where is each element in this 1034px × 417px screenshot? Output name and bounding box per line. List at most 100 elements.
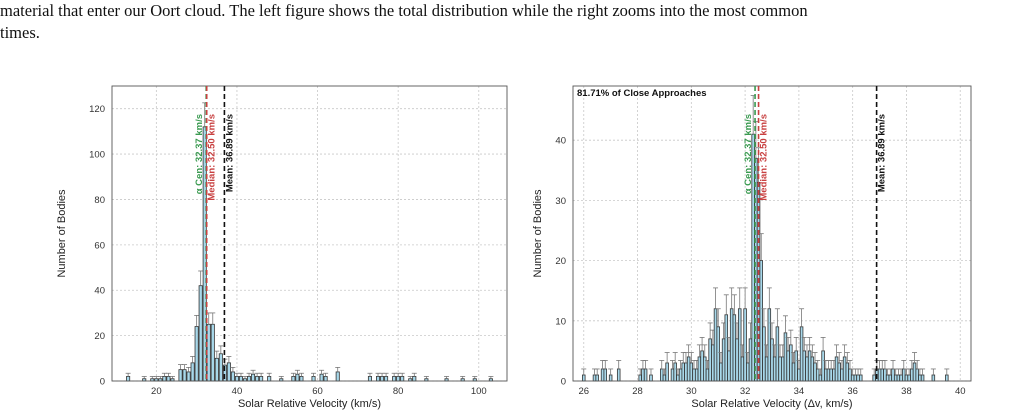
bar-8 [178,369,183,382]
bar-57 [786,350,790,382]
bar-80 [848,368,852,382]
bar-31 [291,376,296,382]
bar-30 [713,308,718,382]
bar-12 [194,326,199,382]
bar-18 [681,362,686,382]
y-tick-label-5: 100 [89,150,105,161]
y-tick-label-2: 20 [555,256,566,267]
y-axis-label: Number of Bodies [532,189,544,278]
bar-36 [323,376,328,382]
mean-label: Mean: 36.89 km/s [877,114,888,192]
bar-102 [918,374,922,382]
x-tick-label-7: 40 [955,386,966,397]
x-axis-label: Solar Relative Velocity (km/s) [238,398,381,410]
bar-99 [910,368,914,382]
x-tick-label-0: 20 [151,386,162,397]
bar-61 [797,368,801,382]
bar-35 [319,373,324,382]
plot-frame [572,85,972,382]
bar-96 [902,368,906,382]
bar-90 [885,374,890,382]
bar-103 [920,374,925,382]
bar-7 [638,374,642,382]
bar-20 [226,362,231,382]
bar-16 [676,374,680,382]
bar-101 [915,368,919,382]
x-tick-label-3: 80 [393,386,404,397]
bar-73 [829,368,833,382]
y-tick-label-1: 20 [94,331,105,342]
bar-40 [380,376,385,382]
median-label: Median: 32.50 km/s [759,114,770,201]
bar-50 [767,308,772,382]
bar-65 [807,350,812,382]
bar-34 [311,376,316,382]
y-tick-label-0: 0 [561,377,566,388]
bar-68 [815,368,820,382]
bar-63 [802,350,807,382]
bar-11 [659,368,664,382]
bar-6 [616,368,621,382]
bar-38 [367,376,372,382]
bar-81 [850,374,855,382]
median-label: Median: 32.50 km/s [207,114,218,201]
bar-75 [834,356,839,382]
bar-78 [842,356,847,382]
bar-0 [582,374,586,382]
bar-58 [789,344,793,382]
y-tick-label-4: 80 [94,195,105,206]
bar-13 [198,285,203,382]
bar-82 [853,374,858,382]
bar-24 [697,356,702,382]
bar-95 [899,374,903,382]
bar-79 [845,362,850,382]
bar-60 [794,350,798,382]
bar-59 [791,362,796,382]
figure-caption: material that enter our Oort cloud. The … [0,0,1034,44]
bar-105 [945,374,949,382]
bar-25 [700,350,704,382]
bar-70 [821,350,825,382]
bar-23 [694,368,699,382]
y-tick-label-2: 40 [94,286,105,297]
bar-56 [783,332,788,382]
bar-22 [234,376,239,382]
bar-36 [729,308,734,382]
bar-19 [684,362,688,382]
bar-5 [608,374,613,382]
bar-29 [711,344,715,382]
alpha-label: α Cen: 32.37 km/s [194,114,205,194]
y-tick-label-1: 10 [555,316,566,327]
bar-89 [883,368,887,382]
bar-93 [893,374,898,382]
bar-37 [732,314,737,382]
mean-label: Mean: 36.89 km/s [224,114,235,192]
annotation-label: 81.71% of Close Approaches [577,88,707,99]
bar-84 [858,374,863,382]
bar-1 [592,374,597,382]
right-histogram: 26 28 30 32 34 36 38 40 0 10 20 30 40 Solar Relative … [532,85,972,410]
bar-37 [335,371,340,382]
bar-6 [166,376,171,382]
bar-29 [267,376,272,382]
bar-94 [896,374,901,382]
bar-17 [214,357,219,382]
y-tick-label-0: 0 [100,377,105,388]
bar-15 [206,323,211,382]
bar-27 [255,376,260,382]
bar-55 [781,356,785,382]
bar-54 [778,356,782,382]
bar-97 [904,374,909,382]
bar-53 [775,326,780,382]
bar-12 [662,374,667,382]
bar-64 [805,356,809,382]
bar-100 [912,362,917,382]
bar-62 [799,326,804,382]
bar-46 [412,376,417,382]
bar-43 [396,376,401,382]
bar-10 [186,371,191,382]
bar-14 [670,368,675,382]
alpha-label: α Cen: 32.37 km/s [743,114,754,194]
bar-42 [746,362,750,382]
